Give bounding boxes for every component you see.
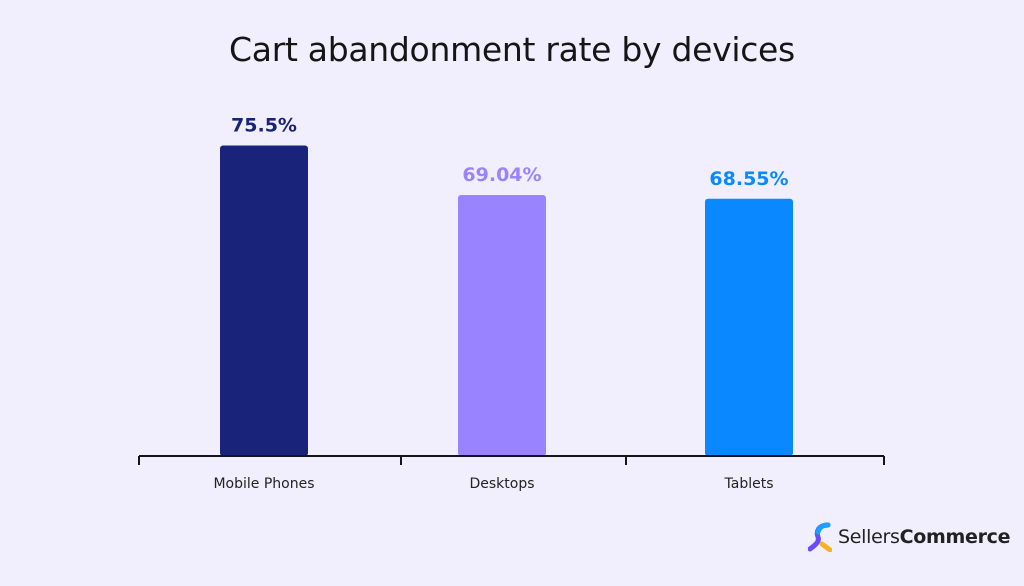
bar-0 [220, 145, 308, 456]
bar-2 [705, 198, 793, 457]
sellerscommerce-logo: SellersCommerce [808, 522, 1011, 552]
logo-icon [808, 522, 832, 552]
x-tick-label-1: Desktops [469, 476, 534, 492]
chart-title: Cart abandonment rate by devices [229, 30, 795, 69]
logo-text-sellers: Sellers [838, 526, 900, 548]
x-tick-label-2: Tablets [724, 476, 774, 492]
logo-text-commerce: Commerce [899, 526, 1011, 548]
bar-1 [458, 195, 546, 456]
x-tick-label-0: Mobile Phones [213, 476, 314, 492]
data-label-0: 75.5% [231, 115, 297, 137]
data-label-2: 68.55% [709, 168, 788, 190]
data-label-1: 69.04% [462, 164, 541, 186]
